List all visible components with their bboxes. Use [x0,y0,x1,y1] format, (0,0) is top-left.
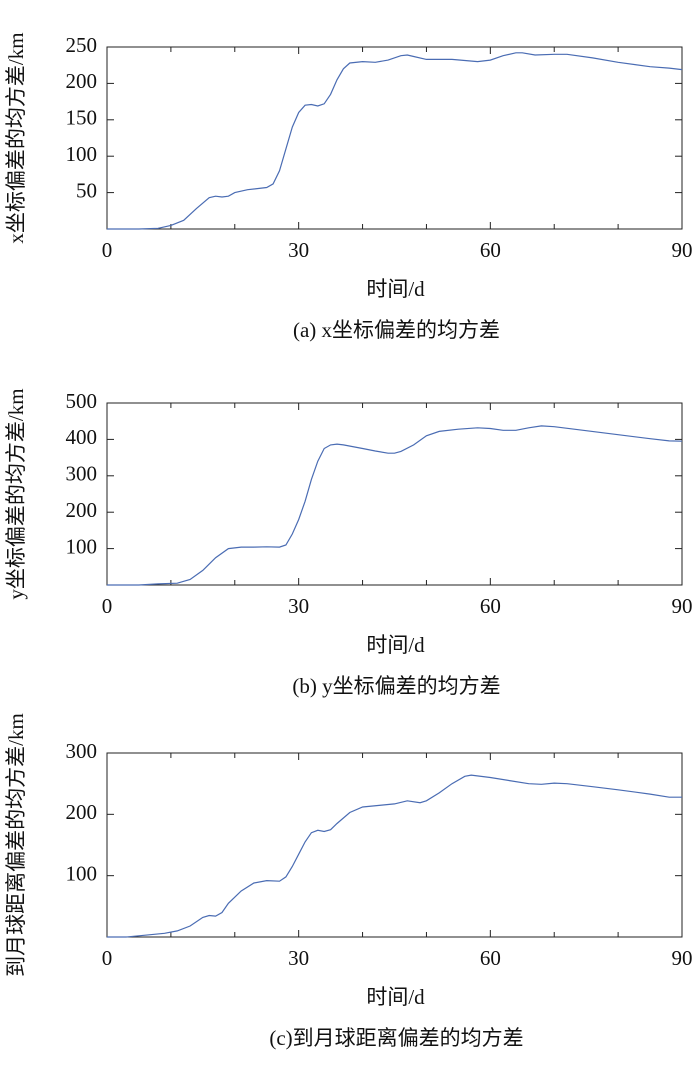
y-axis-label: x坐标偏差的均方差/km [4,32,28,243]
x-tick-label: 0 [102,594,113,618]
y-tick-label: 150 [66,106,98,130]
caption: (b) y坐标偏差的均方差 [292,674,500,698]
x-tick-label: 60 [480,946,501,970]
y-tick-label: 500 [66,389,98,413]
x-axis-label: 时间/d [366,633,425,657]
y-tick-label: 400 [66,425,98,449]
x-tick-label: 60 [480,594,501,618]
y-tick-label: 200 [66,69,98,93]
x-tick-label: 0 [102,946,113,970]
y-tick-label: 100 [66,534,98,558]
x-axis-label: 时间/d [366,985,425,1009]
x-tick-label: 90 [672,946,693,970]
x-tick-label: 90 [672,238,693,262]
y-axis-label: y坐标偏差的均方差/km [4,388,28,599]
y-tick-label: 200 [66,498,98,522]
y-tick-label: 50 [76,178,97,202]
x-tick-label: 30 [288,238,309,262]
y-tick-label: 200 [66,800,98,824]
x-tick-label: 0 [102,238,113,262]
x-tick-label: 60 [480,238,501,262]
x-axis-label: 时间/d [366,277,425,301]
plot-frame [106,46,683,230]
x-tick-label: 90 [672,594,693,618]
x-tick-label: 30 [288,946,309,970]
y-axis-label: 到月球距离偏差的均方差/km [4,713,28,977]
data-line [107,425,683,586]
x-tick-label: 30 [288,594,309,618]
data-line [107,52,683,230]
y-tick-label: 300 [66,739,98,763]
y-tick-label: 300 [66,462,98,486]
y-tick-label: 250 [66,33,98,57]
caption: (a) x坐标偏差的均方差 [293,318,500,342]
y-tick-label: 100 [66,861,98,885]
data-line [107,774,682,938]
plot-frame [106,402,683,586]
y-tick-label: 100 [66,142,98,166]
caption: (c)到月球距离偏差的均方差 [269,1026,523,1050]
plot-frame [106,752,683,938]
